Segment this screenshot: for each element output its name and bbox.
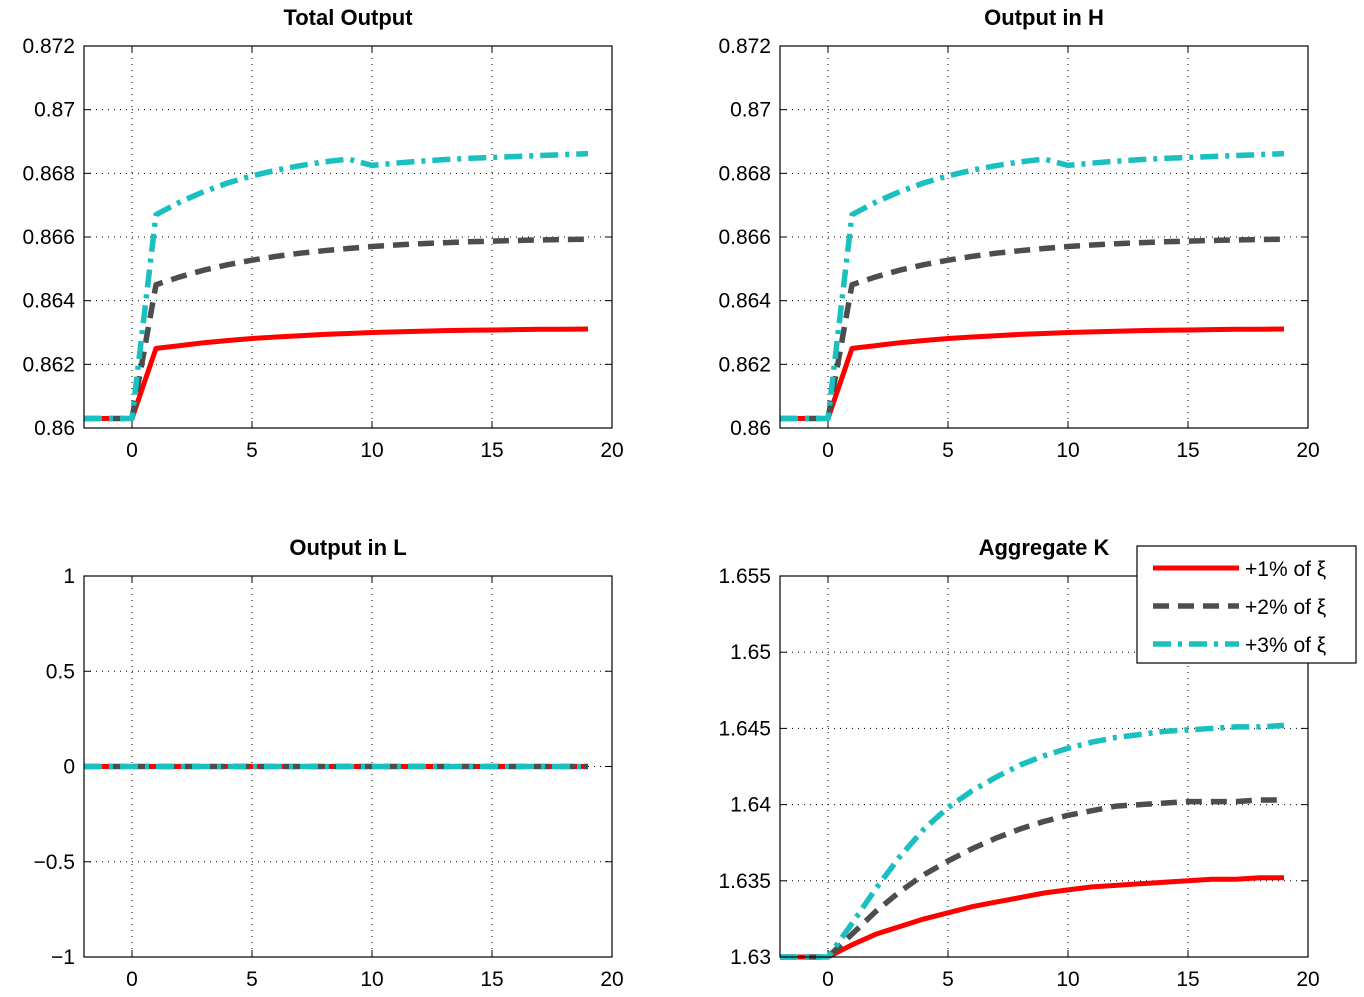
axes-box: [83, 575, 613, 958]
y-tick-label: 0.86: [730, 417, 771, 440]
panel-output-in-l: Output in L 0 5 10 15 20 −1 −0.5 0 0.5 1: [34, 535, 624, 991]
x-tick-label: 5: [246, 968, 258, 991]
x-tick-label: 10: [1056, 439, 1079, 462]
x-tick-label: 0: [126, 439, 138, 462]
legend-label: +2% of ξ: [1245, 596, 1326, 619]
y-tick-label: −1: [51, 946, 75, 969]
series-line: [780, 722, 1285, 960]
y-tick-label: 1.655: [718, 565, 771, 588]
y-tick-label: 0.864: [718, 290, 771, 313]
x-tick-label: 10: [1056, 968, 1079, 991]
y-tick-label: 0.5: [46, 660, 75, 683]
x-tick-label: 10: [360, 439, 383, 462]
y-tick-label: 0.866: [22, 226, 75, 249]
series-line: [780, 797, 1284, 960]
x-tick-label: 0: [822, 968, 834, 991]
x-tick-label: 0: [126, 968, 138, 991]
panel-aggregate-k: Aggregate K 0 5 10 15 20 1.63 1.635 1.64 1.645 1.6…: [718, 535, 1319, 991]
y-tick-label: 0.868: [22, 162, 75, 185]
y-tick-label: 1.65: [730, 641, 771, 664]
y-tick-label: 0.872: [718, 35, 771, 58]
panel-title: Output in L: [289, 535, 406, 560]
y-tick-label: 0.864: [22, 290, 75, 313]
y-tick-label: −0.5: [34, 851, 75, 874]
x-tick-label: 20: [1296, 968, 1319, 991]
x-tick-label: 20: [600, 968, 623, 991]
x-tick-label: 20: [1296, 439, 1319, 462]
y-tick-label: 0.868: [718, 162, 771, 185]
axes-box: [779, 45, 1309, 429]
series-line: [84, 150, 589, 422]
series-line: [780, 150, 1285, 422]
legend: +1% of ξ +2% of ξ +3% of ξ: [1136, 545, 1357, 664]
series-line: [780, 875, 1284, 960]
x-tick-label: 5: [246, 439, 258, 462]
x-tick-label: 20: [600, 439, 623, 462]
series-line: [84, 326, 589, 421]
axes-box: [779, 575, 1309, 958]
y-tick-label: 0.862: [718, 353, 771, 376]
axes-box: [83, 45, 613, 429]
x-tick-label: 0: [822, 439, 834, 462]
x-tick-label: 5: [942, 439, 954, 462]
y-tick-label: 1: [63, 565, 75, 588]
y-tick-label: 1.64: [730, 794, 771, 817]
y-tick-label: 0.862: [22, 353, 75, 376]
y-tick-label: 0.866: [718, 226, 771, 249]
legend-label: +1% of ξ: [1245, 558, 1326, 581]
x-tick-label: 15: [1176, 968, 1199, 991]
x-tick-label: 5: [942, 968, 954, 991]
x-tick-label: 15: [1176, 439, 1199, 462]
y-tick-label: 0.872: [22, 35, 75, 58]
x-tick-label: 15: [480, 439, 503, 462]
legend-label: +3% of ξ: [1245, 634, 1326, 657]
series-line: [780, 236, 1285, 422]
series-line: [84, 236, 589, 422]
panel-title: Total Output: [283, 5, 413, 30]
y-tick-label: 0.86: [34, 417, 75, 440]
x-tick-label: 15: [480, 968, 503, 991]
panel-total-output: Total Output 0 5 10 15 20 0.86 0.862 0.864 0.866 0…: [22, 5, 623, 462]
y-tick-label: 1.63: [730, 946, 771, 969]
x-tick-label: 10: [360, 968, 383, 991]
y-tick-label: 0.87: [730, 99, 771, 122]
panel-title: Output in H: [984, 5, 1104, 30]
panel-output-in-h: Output in H 0 5 10 15 20 0.86 0.862 0.864 0.866 0.…: [718, 5, 1319, 462]
y-tick-label: 0.87: [34, 99, 75, 122]
y-tick-label: 1.635: [718, 870, 771, 893]
series-line: [780, 326, 1285, 421]
y-tick-label: 1.645: [718, 717, 771, 740]
panel-title: Aggregate K: [979, 535, 1110, 560]
y-tick-label: 0: [63, 756, 75, 779]
